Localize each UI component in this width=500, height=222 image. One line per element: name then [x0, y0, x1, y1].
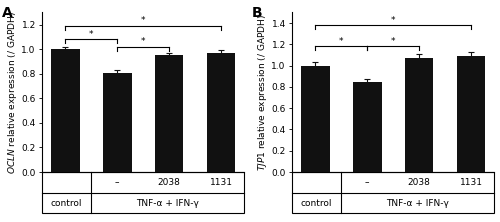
Y-axis label: $\it{TJP1}$ relative expression (/ GAPDH): $\it{TJP1}$ relative expression (/ GAPDH… [256, 14, 268, 171]
Text: *: * [141, 37, 146, 46]
Text: TNF-α + IFN-γ: TNF-α + IFN-γ [386, 199, 450, 208]
Text: control: control [51, 199, 82, 208]
Bar [51, 49, 80, 172]
Text: *: * [89, 30, 94, 39]
Bar [456, 56, 485, 172]
Text: A: A [2, 6, 12, 20]
Bar [103, 73, 132, 172]
Bar [206, 53, 235, 172]
Text: *: * [391, 37, 396, 46]
Bar [353, 81, 382, 172]
Text: *: * [339, 37, 344, 46]
Text: 1131: 1131 [210, 178, 233, 187]
Y-axis label: $\it{OCLN}$ relative expression (/ GAPDH): $\it{OCLN}$ relative expression (/ GAPDH… [6, 11, 18, 174]
Text: *: * [141, 16, 146, 26]
Text: *: * [391, 16, 396, 25]
Text: 2038: 2038 [158, 178, 180, 187]
Text: TNF-α + IFN-γ: TNF-α + IFN-γ [136, 199, 200, 208]
Bar [301, 65, 330, 172]
Text: 2038: 2038 [408, 178, 430, 187]
Text: B: B [252, 6, 262, 20]
Bar [405, 58, 434, 172]
Text: –: – [365, 178, 370, 187]
Text: –: – [115, 178, 119, 187]
Bar [155, 55, 184, 172]
Text: 1131: 1131 [460, 178, 482, 187]
Text: control: control [301, 199, 332, 208]
